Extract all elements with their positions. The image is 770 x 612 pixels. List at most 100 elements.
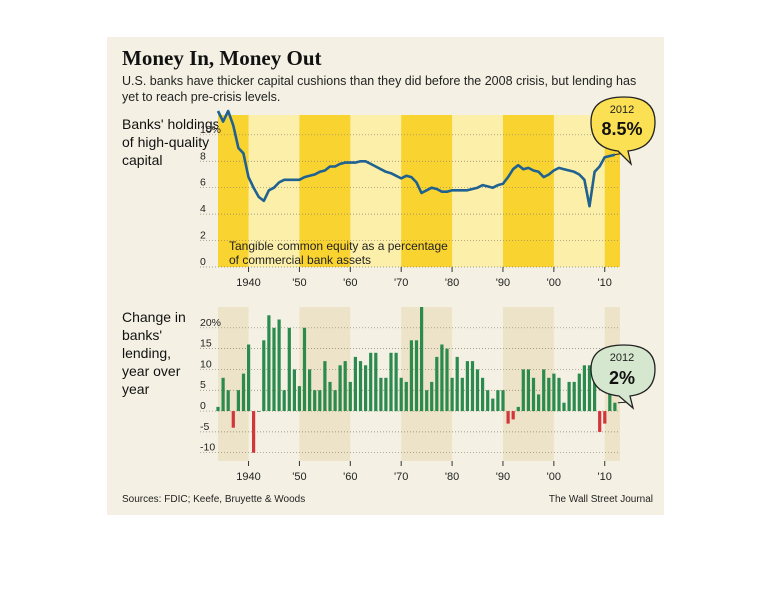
bar-x-tick-label: '70 <box>394 471 408 483</box>
lending-callout-value: 2% <box>609 368 635 388</box>
lending-bar <box>267 315 271 411</box>
lending-bar <box>506 411 510 424</box>
line-y-tick-label: 0 <box>200 256 206 268</box>
bar-y-tick-label: 15 <box>200 338 212 350</box>
lending-bar <box>221 377 225 412</box>
capital-callout-year: 2012 <box>610 104 634 116</box>
chart-title: Money In, Money Out <box>122 46 322 70</box>
line-y-tick-label: 4 <box>200 203 206 215</box>
lending-bar <box>236 390 240 411</box>
lending-bar <box>542 369 546 411</box>
lending-bar <box>343 361 347 411</box>
line-y-tick-label: 6 <box>200 177 206 189</box>
line-x-tick-label: '70 <box>394 277 408 289</box>
lending-bar <box>496 390 500 411</box>
line-decade-band <box>218 115 249 267</box>
lending-bar <box>308 369 312 411</box>
lending-bar <box>521 369 525 411</box>
lending-bar <box>262 340 266 412</box>
lending-bar <box>389 352 393 412</box>
capital-callout-value: 8.5% <box>601 119 642 139</box>
lending-bar <box>582 365 586 412</box>
lending-bars <box>216 307 617 453</box>
lending-bar <box>404 381 408 411</box>
line-chart-title: Banks' holdings of high-quality capital <box>122 116 220 168</box>
lending-bar <box>409 340 413 412</box>
lending-bar <box>226 390 230 411</box>
line-decade-band <box>604 115 620 267</box>
bar-y-tick-label: -10 <box>200 442 215 454</box>
line-annotation-line1: Tangible common equity as a percentage <box>229 239 448 253</box>
bar-x-axis: 1940 '50 '60 '70 '80 '90 '00 '10 <box>236 461 612 483</box>
lending-bar <box>338 365 342 412</box>
lending-bar <box>562 402 566 411</box>
line-x-tick-label: '50 <box>292 277 306 289</box>
lending-bar <box>501 390 505 411</box>
bar-decade-band <box>401 307 453 461</box>
lending-bar <box>465 361 469 411</box>
lending-bar <box>435 356 439 411</box>
bar-y-tick-label: 0 <box>200 400 206 412</box>
bar-y-tick-label: 20% <box>200 317 221 329</box>
lending-bar <box>430 381 434 411</box>
lending-bar <box>455 356 459 411</box>
bar-x-tick-label: '60 <box>343 471 357 483</box>
lending-bar <box>567 381 571 411</box>
lending-bar <box>531 377 536 412</box>
lending-bar <box>369 352 373 412</box>
lending-bar <box>231 411 235 428</box>
capital-callout: 2012 8.5% <box>590 96 656 167</box>
capital-ratio-line <box>216 109 616 208</box>
lending-bar <box>241 373 246 412</box>
lending-bar <box>399 377 403 412</box>
bar-x-tick-label: '50 <box>292 471 306 483</box>
lending-bar <box>328 381 332 411</box>
line-x-tick-label: '90 <box>496 277 510 289</box>
lending-bar <box>302 327 307 411</box>
lending-bar <box>287 327 291 411</box>
lending-bar <box>608 390 612 411</box>
lending-callout-year: 2012 <box>610 352 634 364</box>
bar-x-tick-label: 1940 <box>236 471 260 483</box>
lending-bar <box>216 406 220 412</box>
publisher-credit: The Wall Street Journal <box>548 494 653 505</box>
lending-bar <box>379 377 383 412</box>
line-y-tick-label: 2 <box>200 230 206 242</box>
lending-bar <box>516 406 520 412</box>
lending-bar <box>511 411 515 420</box>
lending-bar <box>491 398 495 412</box>
source-note: Sources: FDIC; Keefe, Bruyette & Woods <box>122 494 306 505</box>
lending-bar <box>257 411 261 412</box>
lending-bar <box>460 377 464 412</box>
line-x-tick-label: '60 <box>343 277 357 289</box>
lending-bar <box>318 390 322 411</box>
lending-bar <box>450 377 454 412</box>
lending-bar <box>333 390 337 411</box>
lending-bar <box>358 361 363 411</box>
lending-bar <box>374 352 378 412</box>
bar-y-tick-label: -5 <box>200 421 209 433</box>
lending-bar <box>470 361 475 411</box>
lending-bar <box>598 411 602 432</box>
lending-bar <box>526 369 530 411</box>
bar-x-tick-label: '80 <box>445 471 459 483</box>
lending-bar <box>425 390 429 411</box>
line-annotation: Tangible common equity as a percentageof… <box>229 239 448 267</box>
lending-bar <box>537 394 541 411</box>
lending-bar <box>613 402 617 411</box>
lending-bar <box>292 369 296 411</box>
lending-bar <box>486 390 490 411</box>
lending-bar <box>384 377 388 412</box>
lending-bar <box>593 365 597 412</box>
line-y-tick-label: 8 <box>200 150 206 162</box>
lending-bar <box>481 377 485 412</box>
lending-bar <box>475 369 480 411</box>
line-x-tick-label: '10 <box>598 277 612 289</box>
capital-callout-bubble <box>590 96 656 167</box>
line-decade-band <box>299 115 351 267</box>
bar-y-tick-label: 5 <box>200 379 206 391</box>
lending-bar <box>247 344 251 412</box>
line-gridlines <box>200 134 620 268</box>
bar-x-tick-label: '10 <box>598 471 612 483</box>
